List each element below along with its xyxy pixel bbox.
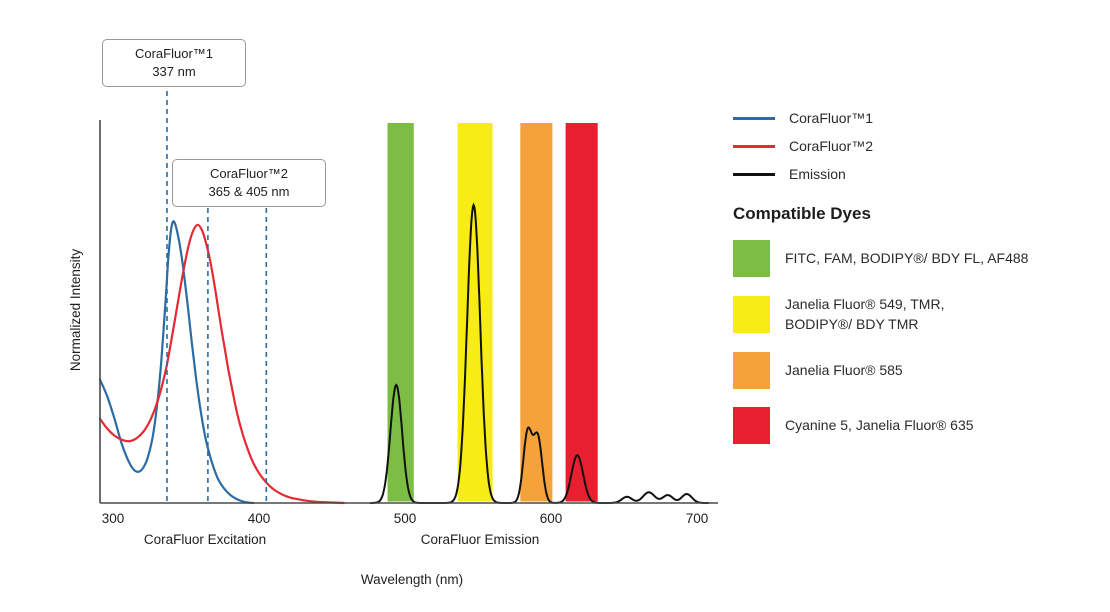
dye-band-yellow	[457, 123, 493, 502]
dye-row-yellow: Janelia Fluor® 549, TMR, BODIPY®/ BDY TM…	[733, 295, 1078, 334]
compatible-dyes-heading: Compatible Dyes	[733, 204, 871, 223]
dye-row-red: Cyanine 5, Janelia Fluor® 635	[733, 407, 1078, 445]
excitation-curve-2	[98, 223, 345, 505]
x-tick-label: 500	[394, 511, 417, 526]
x-tick-label: 400	[248, 511, 271, 526]
dye-label: FITC, FAM, BODIPY®/ BDY FL, AF488	[785, 249, 1029, 266]
x-tick-label: 300	[102, 511, 125, 526]
legend-entry-corafluor2: CoraFluor™2	[733, 132, 1078, 160]
dye-swatch-yellow	[733, 296, 770, 334]
callout-corafluor2: CoraFluor™2 365 & 405 nm	[172, 159, 326, 208]
legend-entry-corafluor1: CoraFluor™1	[733, 104, 1078, 132]
x-axis-label: Wavelength (nm)	[360, 572, 464, 587]
emission-region-label: CoraFluor Emission	[420, 532, 540, 547]
dye-row-orange: Janelia Fluor® 585	[733, 352, 1078, 390]
dye-swatch-red	[733, 407, 770, 445]
x-tick-label: 700	[686, 511, 709, 526]
legend-line-swatch-red	[733, 144, 775, 148]
callout-corafluor1-title: CoraFluor™1	[134, 46, 214, 61]
legend-line-swatch-blue	[733, 116, 775, 120]
dye-label: Janelia Fluor® 585	[785, 361, 903, 378]
dye-swatch-orange	[733, 352, 770, 390]
legend-entry-emission: Emission	[733, 160, 1078, 188]
y-axis-label: Normalized Intensity	[68, 248, 83, 372]
legend-entry-label: Emission	[789, 166, 846, 182]
legend-panel: CoraFluor™1 CoraFluor™2 Emission Compati…	[733, 104, 1078, 462]
excitation-curve-1	[98, 220, 255, 505]
excitation-region-label: CoraFluor Excitation	[143, 532, 267, 547]
callout-corafluor2-value: 365 & 405 nm	[208, 184, 290, 200]
legend-entry-label: CoraFluor™1	[789, 110, 874, 126]
legend-line-swatch-black	[733, 172, 775, 176]
legend-entry-label: CoraFluor™2	[789, 138, 874, 154]
dye-label: Cyanine 5, Janelia Fluor® 635	[785, 416, 974, 433]
dye-band-red	[565, 123, 598, 502]
dye-band-green	[387, 123, 414, 502]
callout-corafluor1-value: 337 nm	[152, 64, 196, 80]
dye-swatch-green	[733, 240, 770, 277]
callout-corafluor2-title: CoraFluor™2	[209, 166, 289, 181]
dye-row-green: FITC, FAM, BODIPY®/ BDY FL, AF488	[733, 240, 1078, 277]
dye-label: Janelia Fluor® 549, TMR, BODIPY®/ BDY TM…	[785, 296, 945, 332]
x-tick-label: 600	[540, 511, 563, 526]
callout-corafluor1: CoraFluor™1 337 nm	[102, 39, 246, 88]
